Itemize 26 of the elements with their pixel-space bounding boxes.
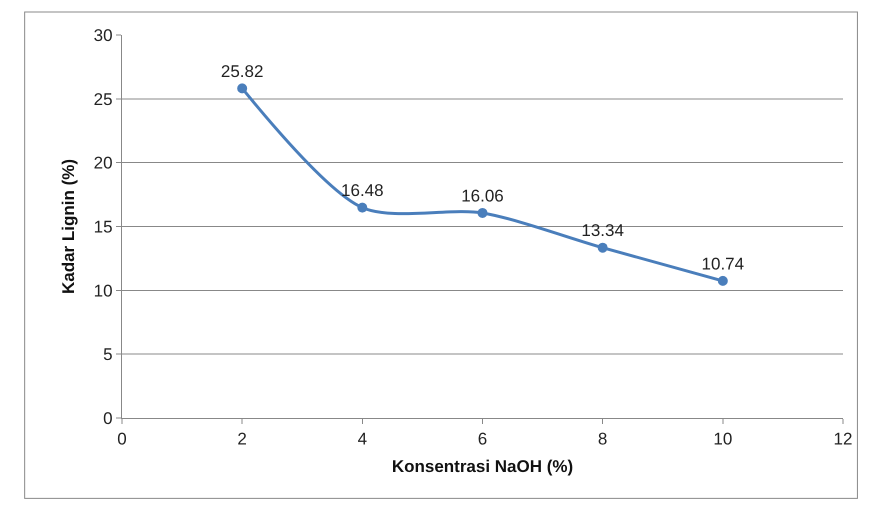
x-tick-label: 6 [478, 429, 488, 448]
data-label: 25.82 [220, 62, 264, 81]
point [237, 83, 248, 94]
data-label: 16.06 [461, 186, 504, 206]
y-tick-label: 10 [94, 281, 113, 300]
point [718, 276, 728, 286]
data-label: 13.34 [581, 221, 624, 240]
y-tick-label: 5 [103, 345, 113, 364]
x-tick-label: 0 [117, 429, 127, 448]
y-tick-label: 0 [103, 408, 113, 428]
x-axis-title: Konsentrasi NaOH (%) [392, 456, 574, 476]
point [598, 242, 608, 253]
x-tick-label: 2 [237, 429, 247, 448]
y-tick-label: 25 [94, 90, 113, 109]
y-tick-label: 20 [94, 154, 113, 173]
y-tick-label: 30 [94, 26, 113, 45]
x-tick-label: 8 [598, 429, 608, 448]
y-axis-title: Kadar Lignin (%) [59, 158, 78, 294]
x-tick-label: 12 [834, 429, 852, 448]
y-tick-label: 15 [94, 217, 113, 236]
data-label: 10.74 [702, 254, 744, 274]
point [478, 208, 488, 218]
x-tick-label: 10 [713, 429, 732, 448]
x-tick-label: 4 [358, 429, 368, 448]
point [357, 202, 368, 213]
data-label: 16.48 [341, 181, 384, 200]
